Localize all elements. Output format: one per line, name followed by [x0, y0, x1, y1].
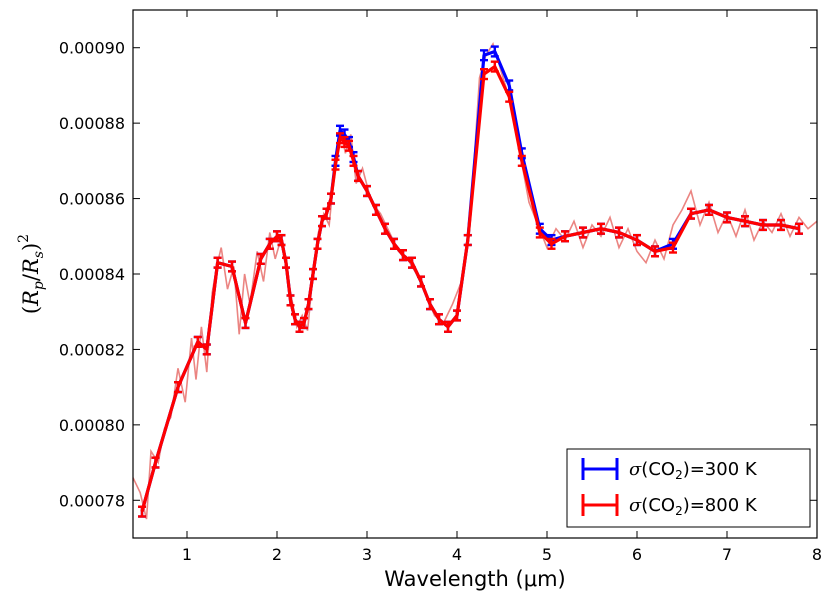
error-bar-point — [138, 505, 146, 518]
error-bar-point — [480, 68, 488, 81]
error-bar-point — [480, 49, 488, 62]
y-tick-label: 0.00080 — [59, 416, 125, 435]
error-bar-point — [490, 45, 499, 58]
legend-label: σ(CO2)=800 K — [629, 495, 758, 518]
error-bar-point — [535, 226, 544, 239]
legend-label: σ(CO2)=300 K — [629, 459, 758, 482]
x-tick-label: 7 — [722, 545, 732, 564]
x-tick-label: 2 — [272, 545, 282, 564]
error-bar-point — [313, 237, 322, 250]
error-bar-point — [151, 456, 160, 469]
error-bar-point — [291, 313, 299, 326]
error-bar-point — [273, 230, 281, 243]
error-bar-point — [651, 245, 659, 258]
error-bar-point — [759, 218, 767, 232]
error-bar-point — [300, 316, 308, 330]
error-bar-point — [322, 207, 331, 220]
error-bar-point — [202, 343, 211, 356]
error-bar-point — [444, 320, 452, 333]
legend-box — [566, 448, 811, 528]
error-bar-point — [336, 132, 344, 145]
error-bar-point — [354, 169, 362, 183]
y-tick-label: 0.00090 — [59, 39, 125, 58]
error-bar-point — [453, 309, 461, 322]
error-bar-point — [408, 256, 416, 269]
error-bar-point — [435, 313, 443, 326]
error-bar-point — [345, 139, 353, 152]
error-bar-point — [318, 215, 326, 228]
error-bar-point — [193, 335, 202, 348]
error-bar-point — [390, 237, 398, 250]
error-bar-point — [579, 226, 587, 239]
error-bar-point — [174, 381, 182, 394]
error-bar-point — [228, 260, 236, 273]
series-1 — [138, 60, 803, 518]
series-0 — [138, 45, 803, 518]
x-tick-label: 3 — [362, 545, 372, 564]
ticks-layer: 1 2 3 4 5 6 7 8 0.00078 0.00080 0.00082 0.00084 0.00… — [59, 10, 822, 564]
error-bar-point — [705, 203, 713, 216]
error-bar-point — [741, 215, 749, 228]
error-bar-point — [561, 230, 569, 243]
x-tick-label: 8 — [812, 545, 822, 564]
error-bar-point — [286, 294, 295, 307]
y-axis-label-text: (Rp/Rs)2 — [16, 234, 47, 314]
error-bar-point — [282, 256, 290, 269]
series-layer — [138, 45, 803, 518]
series-line-0 — [140, 49, 800, 513]
error-bar-point — [417, 275, 425, 288]
error-bar-point — [399, 249, 407, 262]
x-tick-label: 6 — [632, 545, 642, 564]
error-bar-point — [213, 256, 222, 269]
legend-item-1: σ(CO2)=800 K — [581, 494, 758, 518]
error-bar-point — [241, 316, 250, 330]
error-bar-point — [256, 252, 265, 266]
y-tick-label: 0.00084 — [59, 265, 125, 284]
error-bar-point — [340, 135, 349, 149]
y-tick-label: 0.00088 — [59, 114, 125, 133]
y-tick-label: 0.00078 — [59, 491, 125, 510]
error-bar-point — [633, 233, 641, 247]
y-tick-label: 0.00086 — [59, 190, 125, 209]
error-bar-point — [795, 222, 803, 235]
error-bar-point — [597, 222, 605, 235]
legend: σ(CO2)=300 K σ(CO2)=800 K — [566, 448, 811, 528]
error-bar-point — [723, 211, 731, 224]
error-bar-point — [490, 60, 499, 73]
error-bar-point — [304, 298, 313, 311]
x-tick-label: 1 — [182, 545, 192, 564]
error-bar-point — [687, 207, 695, 220]
error-bar-point — [309, 267, 317, 281]
error-bar-point — [505, 90, 514, 103]
error-bar-point — [615, 226, 623, 239]
legend-item-0: σ(CO2)=300 K — [581, 458, 758, 482]
error-bar-point — [669, 241, 677, 254]
y-tick-label: 0.00082 — [59, 340, 125, 359]
error-bar-point — [463, 233, 472, 247]
error-bar-point — [426, 298, 434, 311]
x-tick-label: 4 — [452, 545, 462, 564]
series-line-1 — [140, 64, 800, 513]
error-bar-point — [363, 184, 371, 198]
y-axis-label: (Rp/Rs)2 — [16, 234, 47, 314]
error-bar-point — [331, 158, 340, 171]
error-bar-point — [517, 154, 526, 167]
error-bar-point — [381, 222, 389, 235]
x-axis-label: Wavelength (μm) — [384, 567, 565, 591]
error-bar-point — [265, 237, 274, 250]
error-bar-point — [547, 237, 556, 250]
error-bar-point — [277, 233, 286, 247]
error-bar-point — [295, 320, 304, 333]
error-bar-point — [777, 218, 785, 232]
error-bar-point — [327, 192, 335, 205]
error-bar-point — [349, 154, 358, 167]
x-tick-label: 5 — [542, 545, 552, 564]
error-bar-point — [372, 203, 380, 216]
